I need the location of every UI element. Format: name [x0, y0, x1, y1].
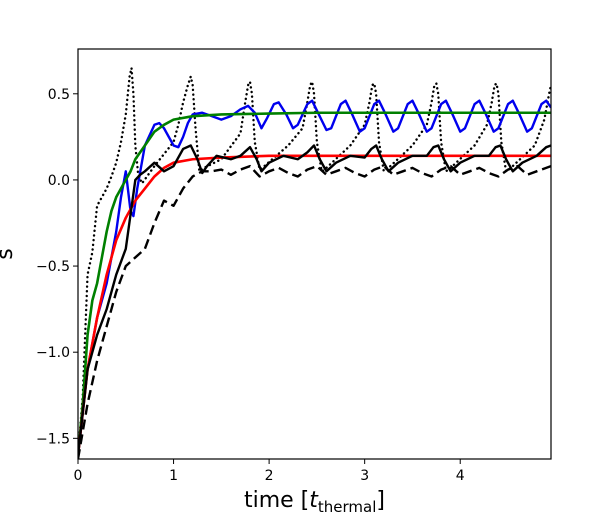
series-line-3 [78, 111, 551, 456]
series-line-5 [78, 144, 551, 456]
series-line-6 [78, 164, 551, 459]
y-axis-label: s [0, 248, 18, 259]
series-line-1 [78, 66, 551, 457]
y-tick-label: −1.5 [36, 431, 70, 447]
series-layer [78, 66, 551, 459]
x-tick-label: 4 [456, 468, 465, 484]
x-axis: 0 1 2 3 4 [74, 459, 465, 484]
x-tick-label: 1 [169, 468, 178, 484]
y-tick-label: −0.5 [36, 259, 70, 275]
axes-frame [77, 48, 552, 460]
y-tick-label: 0.5 [48, 87, 70, 103]
series-line-2 [78, 99, 551, 456]
series-line-4 [78, 154, 551, 456]
y-tick-label: −1.0 [36, 345, 70, 361]
x-tick-label: 0 [74, 468, 83, 484]
x-axis-label: time [tthermal] [244, 488, 385, 516]
x-tick-label: 2 [265, 468, 274, 484]
y-axis: 0.5 0.0 −0.5 −1.0 −1.5 [36, 87, 78, 447]
x-tick-label: 3 [360, 468, 369, 484]
y-tick-label: 0.0 [48, 173, 70, 189]
